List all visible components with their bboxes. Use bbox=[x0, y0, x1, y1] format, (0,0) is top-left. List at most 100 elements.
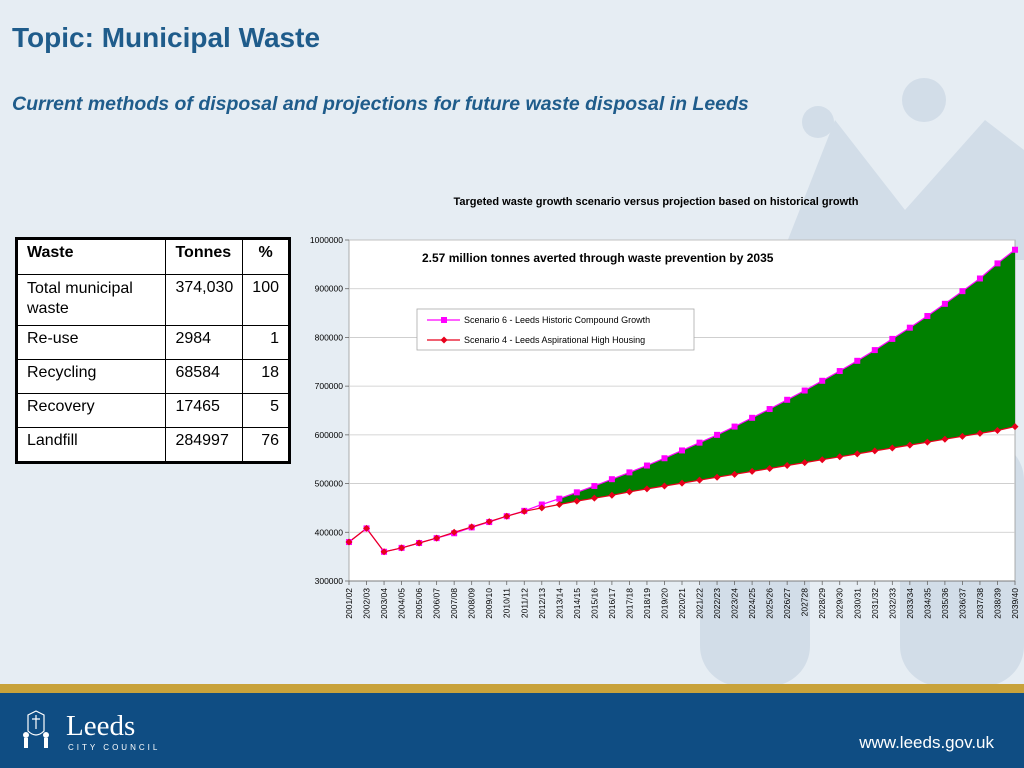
x-tick-label: 2015/16 bbox=[589, 588, 599, 619]
data-point-scenario-6 bbox=[976, 275, 983, 282]
table-row: Recovery 17465 5 bbox=[15, 393, 290, 428]
data-point-scenario-4 bbox=[836, 453, 844, 461]
waste-cell: Landfill bbox=[15, 427, 167, 463]
x-tick-label: 2010/11 bbox=[502, 588, 512, 618]
data-point-scenario-4 bbox=[468, 523, 476, 531]
x-tick-label: 2001/02 bbox=[344, 588, 354, 619]
x-tick-label: 2028/29 bbox=[817, 588, 827, 619]
x-tick-label: 2006/07 bbox=[432, 588, 442, 619]
header-waste: Waste bbox=[15, 238, 167, 275]
x-tick-label: 2024/25 bbox=[747, 588, 757, 619]
svg-text:Leeds: Leeds bbox=[66, 710, 135, 742]
data-point-scenario-6 bbox=[959, 288, 966, 295]
data-point-scenario-6 bbox=[696, 439, 703, 446]
data-point-scenario-4 bbox=[783, 462, 791, 470]
data-point-scenario-4 bbox=[555, 501, 563, 509]
data-point-scenario-6 bbox=[889, 335, 896, 342]
data-point-scenario-4 bbox=[345, 538, 353, 546]
data-point-scenario-6 bbox=[784, 396, 791, 403]
x-tick-label: 2021/22 bbox=[695, 588, 705, 619]
data-point-scenario-6 bbox=[801, 387, 808, 394]
x-tick-label: 2014/15 bbox=[572, 588, 582, 619]
percent-cell: 18 bbox=[242, 359, 290, 394]
y-tick-label: 300000 bbox=[315, 576, 344, 586]
tonnes-cell: 374,030 bbox=[165, 274, 244, 326]
data-point-scenario-6 bbox=[854, 357, 861, 364]
x-tick-label: 2019/20 bbox=[659, 588, 669, 619]
footer-accent-bar bbox=[0, 684, 1024, 693]
tonnes-cell: 68584 bbox=[165, 359, 244, 394]
data-point-scenario-4 bbox=[853, 450, 861, 458]
x-tick-label: 2030/31 bbox=[852, 588, 862, 619]
legend-label-scenario-6: Scenario 6 - Leeds Historic Compound Gro… bbox=[464, 315, 650, 325]
legend-marker-scenario-6 bbox=[441, 317, 447, 323]
svg-text:CITY COUNCIL: CITY COUNCIL bbox=[68, 743, 160, 752]
y-axis: 300000 400000 500000 600000 700000 800000 9000… bbox=[310, 235, 349, 586]
x-tick-label: 2023/24 bbox=[730, 588, 740, 619]
x-tick-label: 2011/12 bbox=[519, 588, 529, 618]
table-row: Re-use 2984 1 bbox=[15, 325, 290, 360]
percent-cell: 1 bbox=[242, 325, 290, 360]
data-point-scenario-4 bbox=[748, 467, 756, 475]
data-point-scenario-4 bbox=[398, 544, 406, 552]
website-url[interactable]: www.leeds.gov.uk bbox=[859, 733, 994, 752]
series-markers bbox=[345, 246, 1019, 556]
tonnes-cell: 17465 bbox=[165, 393, 244, 428]
data-point-scenario-6 bbox=[871, 347, 878, 354]
x-tick-label: 202728 bbox=[800, 588, 810, 617]
x-tick-label: 2026/27 bbox=[782, 588, 792, 619]
y-tick-label: 600000 bbox=[315, 430, 344, 440]
data-point-scenario-6 bbox=[836, 368, 843, 375]
data-point-scenario-4 bbox=[941, 435, 949, 443]
waste-table: Waste Tonnes % Total municipal waste 374… bbox=[15, 237, 291, 464]
data-point-scenario-4 bbox=[520, 507, 528, 515]
data-point-scenario-4 bbox=[888, 444, 896, 452]
x-tick-label: 2003/04 bbox=[379, 588, 389, 619]
x-tick-label: 2038/39 bbox=[992, 588, 1002, 619]
data-point-scenario-6 bbox=[924, 312, 931, 319]
data-point-scenario-4 bbox=[503, 512, 511, 520]
waste-projection-chart: 300000 400000 500000 600000 700000 800000 9000… bbox=[310, 235, 1020, 619]
data-point-scenario-6 bbox=[679, 447, 685, 454]
data-point-scenario-4 bbox=[731, 470, 739, 478]
data-point-scenario-6 bbox=[941, 300, 948, 307]
x-tick-label: 2029/30 bbox=[835, 588, 845, 619]
x-tick-label: 2018/19 bbox=[642, 588, 652, 619]
x-tick-label: 2020/21 bbox=[677, 588, 687, 619]
x-tick-label: 2004/05 bbox=[397, 588, 407, 619]
data-point-scenario-4 bbox=[538, 504, 546, 512]
x-axis: 2001/02 2002/03 2003/04 2004/05 2005/06 2006/… bbox=[344, 580, 1020, 619]
legend: Scenario 6 - Leeds Historic Compound Gro… bbox=[416, 308, 695, 351]
data-point-scenario-6 bbox=[661, 455, 668, 462]
data-point-scenario-4 bbox=[678, 479, 686, 487]
header-tonnes: Tonnes bbox=[165, 238, 244, 275]
x-tick-label: 2033/34 bbox=[905, 588, 915, 619]
waste-cell: Recycling bbox=[15, 359, 167, 394]
y-tick-label: 500000 bbox=[315, 479, 344, 489]
data-point-scenario-4 bbox=[450, 528, 458, 536]
table-row: Landfill 284997 76 bbox=[15, 427, 290, 463]
data-point-scenario-6 bbox=[731, 423, 738, 430]
percent-cell: 76 bbox=[242, 427, 290, 463]
table-row: Total municipal waste 374,030 100 bbox=[15, 274, 290, 326]
data-point-scenario-6 bbox=[994, 260, 1001, 267]
waste-cell: Total municipal waste bbox=[15, 274, 167, 326]
x-tick-label: 2007/08 bbox=[449, 588, 459, 619]
x-tick-label: 2022/23 bbox=[712, 588, 722, 619]
y-tick-label: 900000 bbox=[315, 284, 344, 294]
data-point-scenario-6 bbox=[573, 489, 580, 496]
x-tick-label: 2037/38 bbox=[975, 588, 985, 619]
waste-cell: Recovery bbox=[15, 393, 167, 428]
x-tick-label: 2016/17 bbox=[607, 588, 617, 619]
y-tick-label: 400000 bbox=[315, 527, 344, 537]
data-point-scenario-6 bbox=[906, 324, 913, 331]
x-tick-label: 2039/40 bbox=[1010, 588, 1020, 619]
header-percent: % bbox=[242, 238, 290, 275]
leeds-city-council-logo: Leeds CITY COUNCIL bbox=[23, 710, 160, 752]
legend-label-scenario-4: Scenario 4 - Leeds Aspirational High Hou… bbox=[464, 335, 645, 345]
table-row: Recycling 68584 18 bbox=[15, 359, 290, 394]
data-point-scenario-6 bbox=[608, 476, 615, 483]
data-point-scenario-6 bbox=[819, 377, 826, 384]
x-tick-label: 2034/35 bbox=[922, 588, 932, 619]
slide-topic-title: Topic: Municipal Waste bbox=[12, 22, 321, 53]
